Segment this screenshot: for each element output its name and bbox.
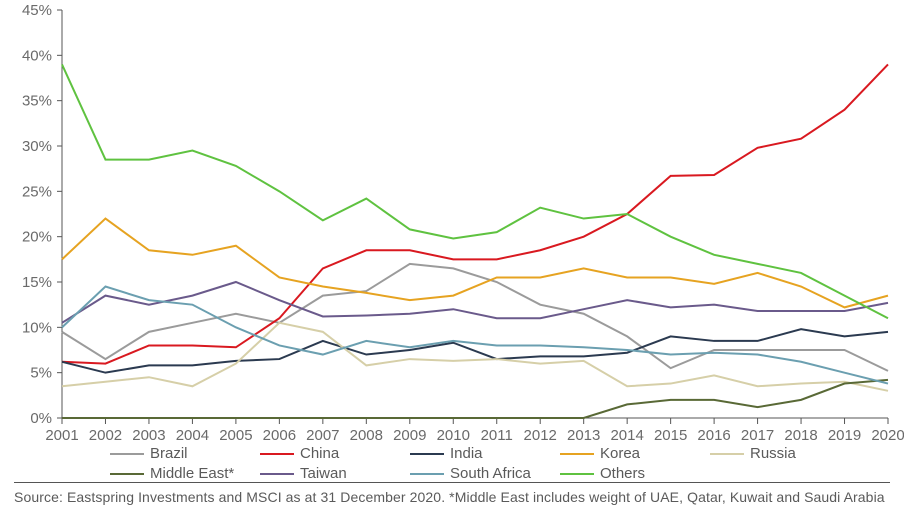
series-line-others: [62, 64, 888, 318]
x-tick-label: 2006: [263, 427, 296, 444]
x-tick-label: 2016: [697, 427, 730, 444]
legend-swatch: [410, 473, 444, 475]
legend-item: South Africa: [410, 464, 560, 484]
x-tick-label: 2014: [610, 427, 643, 444]
y-tick-label: 35%: [22, 93, 52, 110]
legend-swatch: [110, 453, 144, 455]
legend-item: China: [260, 444, 410, 464]
legend-label: Taiwan: [300, 464, 347, 484]
legend-swatch: [110, 473, 144, 475]
y-tick-label: 0%: [30, 410, 52, 427]
legend-swatch: [710, 453, 744, 455]
legend-label: Russia: [750, 444, 796, 464]
legend-label: Brazil: [150, 444, 188, 464]
x-tick-label: 2018: [784, 427, 817, 444]
series-line-taiwan: [62, 282, 888, 323]
legend-swatch: [410, 453, 444, 455]
legend-row: Middle East* Taiwan South Africa Others: [110, 464, 870, 484]
legend-swatch: [260, 453, 294, 455]
series-line-china: [62, 64, 888, 363]
x-tick-label: 2015: [654, 427, 687, 444]
x-tick-label: 2002: [89, 427, 122, 444]
chart-container: 0% 5% 10% 15% 20% 25% 30% 35% 40% 45% 2001 2002 2003…: [0, 0, 904, 511]
legend: Brazil China India Korea Russia Middle East* T…: [110, 444, 870, 484]
y-tick-label: 5%: [30, 365, 52, 382]
x-tick-label: 2020: [871, 427, 904, 444]
x-tick-label: 2004: [176, 427, 209, 444]
x-tick-label: 2005: [219, 427, 252, 444]
series-line-south-africa: [62, 287, 888, 384]
x-tick-label: 2017: [741, 427, 774, 444]
y-tick-label: 10%: [22, 319, 52, 336]
legend-label: South Africa: [450, 464, 531, 484]
series-line-korea: [62, 219, 888, 308]
legend-label: Others: [600, 464, 645, 484]
legend-label: Middle East*: [150, 464, 234, 484]
x-tick-label: 2001: [45, 427, 78, 444]
y-tick-label: 30%: [22, 138, 52, 155]
legend-label: India: [450, 444, 483, 464]
y-tick-label: 25%: [22, 183, 52, 200]
legend-swatch: [560, 473, 594, 475]
x-tick-label: 2008: [350, 427, 383, 444]
y-tick-label: 45%: [22, 2, 52, 19]
x-tick-label: 2012: [524, 427, 557, 444]
y-tick-label: 15%: [22, 274, 52, 291]
legend-item: India: [410, 444, 560, 464]
legend-item: Middle East*: [110, 464, 260, 484]
y-tick-label: 40%: [22, 47, 52, 64]
x-tick-label: 2009: [393, 427, 426, 444]
legend-item: Korea: [560, 444, 710, 464]
series-line-russia: [62, 323, 888, 391]
source-note: Source: Eastspring Investments and MSCI …: [14, 482, 890, 505]
x-tick-label: 2013: [567, 427, 600, 444]
legend-item: Taiwan: [260, 464, 410, 484]
y-tick-label: 20%: [22, 229, 52, 246]
line-chart: 0% 5% 10% 15% 20% 25% 30% 35% 40% 45% 2001 2002 2003…: [0, 0, 904, 511]
legend-label: China: [300, 444, 339, 464]
x-tick-label: 2003: [132, 427, 165, 444]
x-tick-label: 2007: [306, 427, 339, 444]
legend-label: Korea: [600, 444, 640, 464]
x-tick-label: 2011: [481, 427, 513, 444]
legend-row: Brazil China India Korea Russia: [110, 444, 870, 464]
x-tick-label: 2019: [828, 427, 861, 444]
legend-swatch: [260, 473, 294, 475]
legend-swatch: [560, 453, 594, 455]
legend-item: Brazil: [110, 444, 260, 464]
legend-item: Others: [560, 464, 710, 484]
x-tick-label: 2010: [437, 427, 470, 444]
legend-item: Russia: [710, 444, 860, 464]
